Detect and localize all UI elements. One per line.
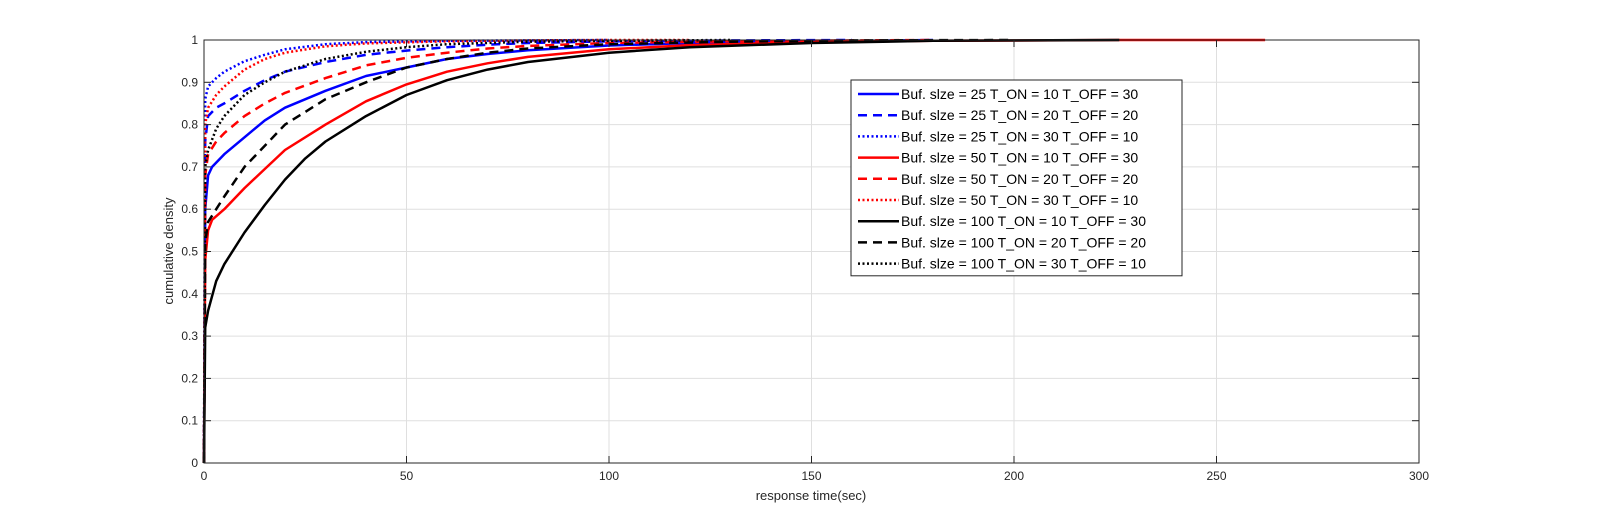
x-tick-label: 200 — [1004, 469, 1024, 483]
series-line-3 — [202, 38, 610, 464]
y-tick-label: 0.9 — [181, 75, 198, 89]
axis-ticks: 0 50 100 150 200 250 300 0 0.1 0.2 0.3 0.4 0.5 0.6 0.7… — [181, 33, 1429, 483]
series-line-1 — [202, 38, 934, 464]
series-layer — [202, 38, 1266, 464]
y-tick-label: 0.8 — [181, 118, 198, 132]
x-tick-label: 150 — [801, 469, 821, 483]
series-line-7 — [202, 38, 1120, 464]
series-line-2 — [202, 38, 853, 464]
series-line-5 — [202, 38, 934, 464]
y-tick-label: 0.2 — [181, 371, 198, 385]
y-tick-label: 0.7 — [181, 160, 198, 174]
legend-label-2: Buf. slze = 25 T_ON = 20 T_OFF = 20 — [901, 107, 1138, 123]
legend-label-4: Buf. slze = 50 T_ON = 10 T_OFF = 30 — [901, 150, 1138, 166]
y-tick-label: 0.1 — [181, 414, 198, 428]
legend-box — [850, 79, 1183, 277]
y-tick-label: 0.5 — [181, 245, 198, 259]
y-tick-label: 0 — [191, 456, 198, 470]
x-axis-label: response time(sec) — [756, 488, 867, 503]
x-tick-label: 50 — [400, 469, 414, 483]
legend-label-1: Buf. slze = 25 T_ON = 10 T_OFF = 30 — [901, 86, 1138, 102]
series-line-8 — [202, 38, 1015, 464]
y-axis-label: cumulative density — [161, 197, 176, 304]
legend: Buf. slze = 25 T_ON = 10 T_OFF = 30 Buf. … — [850, 79, 1183, 277]
y-tick-label: 0.4 — [181, 287, 198, 301]
legend-label-5: Buf. slze = 50 T_ON = 20 T_OFF = 20 — [901, 171, 1138, 187]
y-tick-label: 0.3 — [181, 329, 198, 343]
x-tick-label: 300 — [1409, 469, 1429, 483]
x-tick-label: 0 — [201, 469, 208, 483]
series-line-9 — [202, 38, 731, 464]
legend-label-9: Buf. slze = 100 T_ON = 30 T_OFF = 10 — [901, 256, 1146, 272]
y-tick-label: 1 — [191, 33, 198, 47]
legend-label-7: Buf. slze = 100 T_ON = 10 T_OFF = 30 — [901, 213, 1146, 229]
grid-lines — [204, 40, 1419, 463]
x-tick-label: 250 — [1206, 469, 1226, 483]
y-tick-label: 0.6 — [181, 202, 198, 216]
legend-label-3: Buf. slze = 25 T_ON = 30 T_OFF = 10 — [901, 128, 1138, 144]
x-tick-label: 100 — [599, 469, 619, 483]
legend-label-6: Buf. slze = 50 T_ON = 30 T_OFF = 10 — [901, 192, 1138, 208]
legend-label-8: Buf. slze = 100 T_ON = 20 T_OFF = 20 — [901, 234, 1146, 250]
series-line-6 — [202, 38, 690, 464]
